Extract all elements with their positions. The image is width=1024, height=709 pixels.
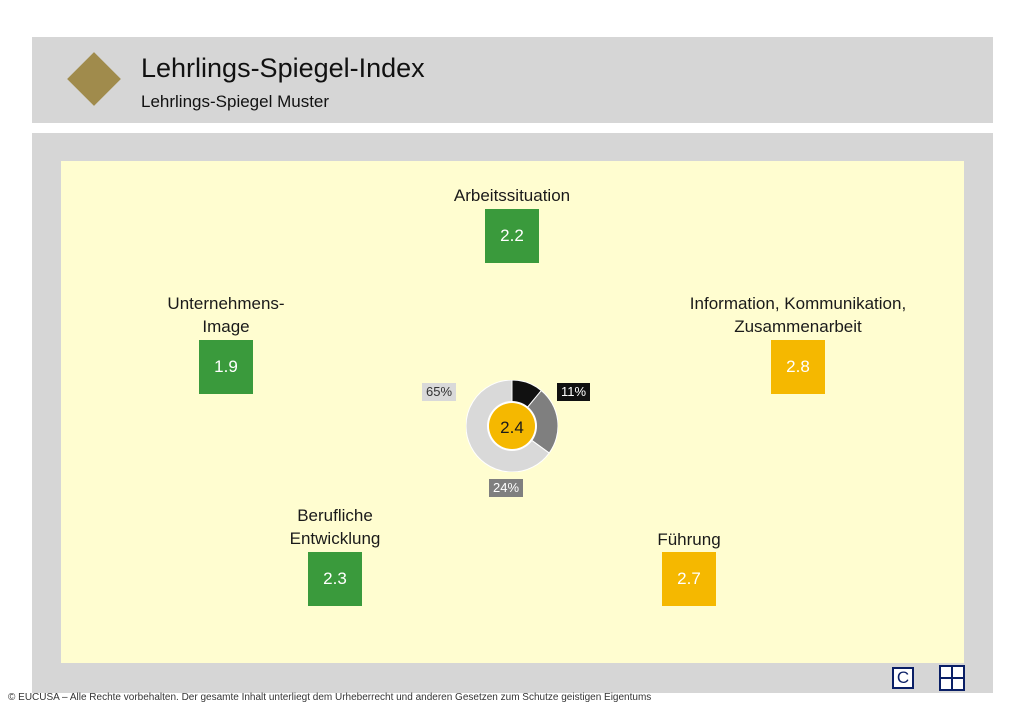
distribution-label-dark: 11% [557, 383, 591, 401]
dimension-label-arbeitssituation: Arbeitssituation [453, 186, 571, 205]
overall-distribution-donut[interactable] [466, 380, 558, 472]
dimension-score-fuehrung[interactable]: 2.7 [662, 552, 716, 606]
overall-score-value: 2.4 [500, 418, 524, 437]
dimension-score-arbeitssituation[interactable]: 2.2 [485, 209, 539, 263]
distribution-label-light: 65% [422, 383, 457, 401]
dimension-label-unternehmensimage: Unternehmens- Image [167, 294, 285, 336]
dimension-score-entwicklung[interactable]: 2.3 [308, 552, 362, 606]
overall-score-circle [489, 403, 535, 449]
dimension-label-entwicklung: Berufliche Entwicklung [289, 506, 381, 548]
copyright-footer: © EUCUSA – Alle Rechte vorbehalten. Der … [8, 692, 652, 703]
page-title: Lehrlings-Spiegel-Index [141, 53, 425, 83]
dimension-score-kommunikation[interactable]: 2.8 [771, 340, 825, 394]
page-subtitle: Lehrlings-Spiegel Muster [141, 92, 330, 111]
grid-icon[interactable] [939, 665, 965, 691]
dimension-label-kommunikation: Information, Kommunikation, Zusammenarbe… [689, 294, 907, 336]
dimension-score-unternehmensimage[interactable]: 1.9 [199, 340, 253, 394]
dimension-label-fuehrung: Führung [657, 530, 721, 549]
distribution-label-mid: 24% [489, 479, 524, 497]
header-band [32, 37, 993, 123]
c-button[interactable]: C [892, 667, 914, 689]
